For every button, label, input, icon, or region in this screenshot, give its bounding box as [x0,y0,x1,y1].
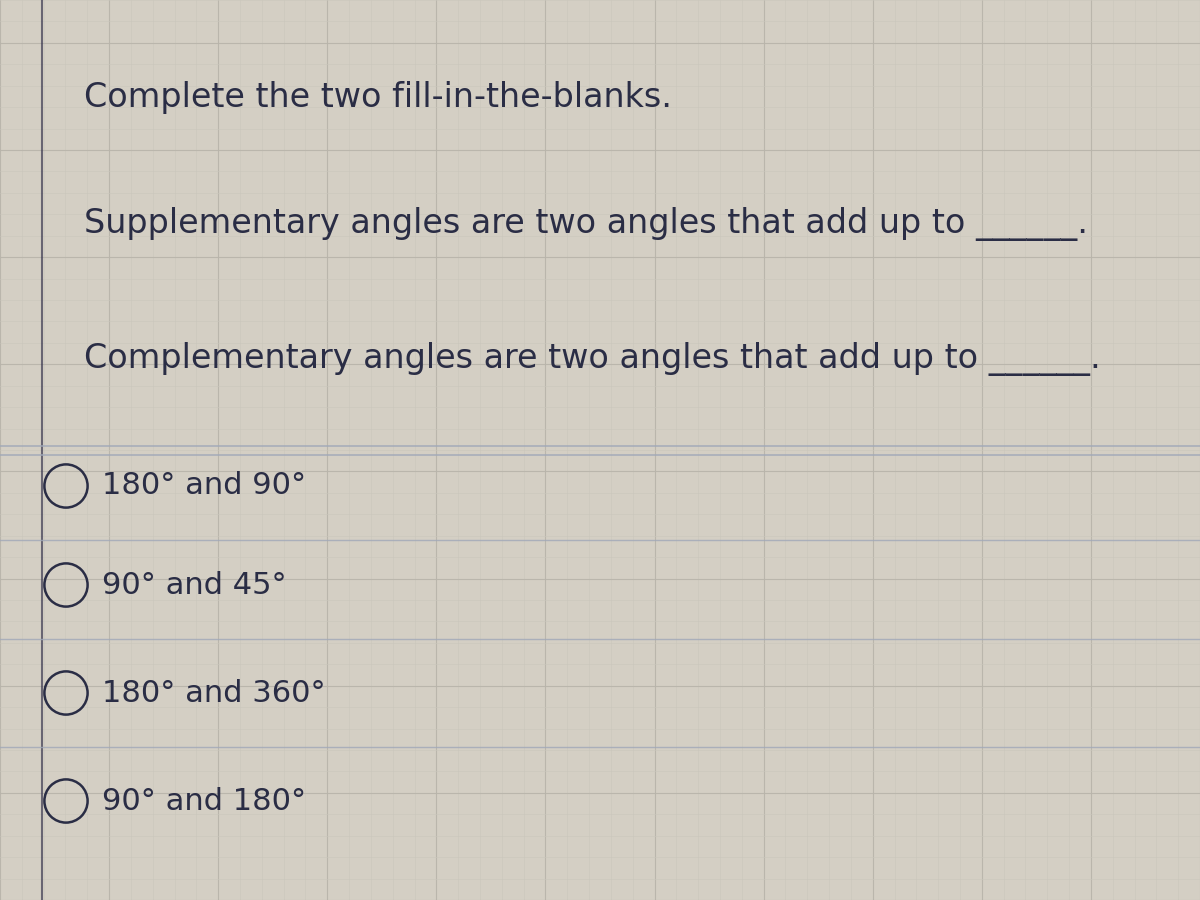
Text: 180° and 360°: 180° and 360° [102,679,325,707]
Text: Complete the two fill-in-the-blanks.: Complete the two fill-in-the-blanks. [84,81,672,114]
Text: 180° and 90°: 180° and 90° [102,472,306,500]
Text: 90° and 45°: 90° and 45° [102,571,287,599]
Text: Supplementary angles are two angles that add up to ______.: Supplementary angles are two angles that… [84,207,1088,241]
Text: Complementary angles are two angles that add up to ______.: Complementary angles are two angles that… [84,342,1100,376]
Text: 90° and 180°: 90° and 180° [102,787,306,815]
